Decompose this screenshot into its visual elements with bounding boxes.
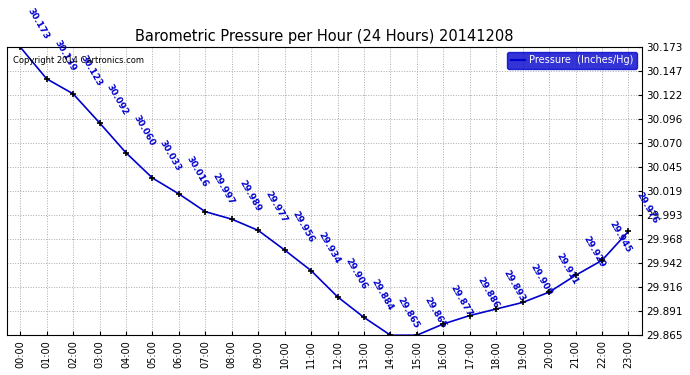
Text: 29.934: 29.934 — [317, 230, 342, 265]
Text: 29.884: 29.884 — [370, 277, 395, 312]
Text: 30.173: 30.173 — [26, 7, 51, 41]
Text: 29.989: 29.989 — [237, 179, 263, 214]
Text: 29.893: 29.893 — [502, 269, 527, 303]
Text: 29.956: 29.956 — [290, 210, 315, 244]
Text: 30.139: 30.139 — [52, 39, 77, 73]
Text: Copyright 2014 Cartronics.com: Copyright 2014 Cartronics.com — [13, 56, 144, 64]
Text: 30.060: 30.060 — [132, 113, 157, 147]
Text: 29.929: 29.929 — [581, 235, 607, 270]
Text: 30.033: 30.033 — [158, 138, 183, 172]
Title: Barometric Pressure per Hour (24 Hours) 20141208: Barometric Pressure per Hour (24 Hours) … — [135, 29, 513, 44]
Text: 30.123: 30.123 — [79, 54, 103, 88]
Legend: Pressure  (Inches/Hg): Pressure (Inches/Hg) — [507, 52, 637, 69]
Text: 29.976: 29.976 — [634, 191, 660, 226]
Text: 29.906: 29.906 — [343, 256, 368, 291]
Text: 29.977: 29.977 — [264, 190, 289, 225]
Text: 29.911: 29.911 — [555, 252, 580, 286]
Text: 30.016: 30.016 — [184, 154, 209, 188]
Text: 29.865: 29.865 — [396, 295, 421, 330]
Text: 29.900: 29.900 — [529, 262, 553, 297]
Text: 29.997: 29.997 — [211, 171, 236, 206]
Text: 29.877: 29.877 — [449, 284, 474, 318]
Text: 29.945: 29.945 — [608, 220, 633, 255]
Text: 29.886: 29.886 — [475, 275, 500, 310]
Text: 30.092: 30.092 — [105, 83, 130, 117]
Text: 29.865: 29.865 — [422, 295, 448, 330]
